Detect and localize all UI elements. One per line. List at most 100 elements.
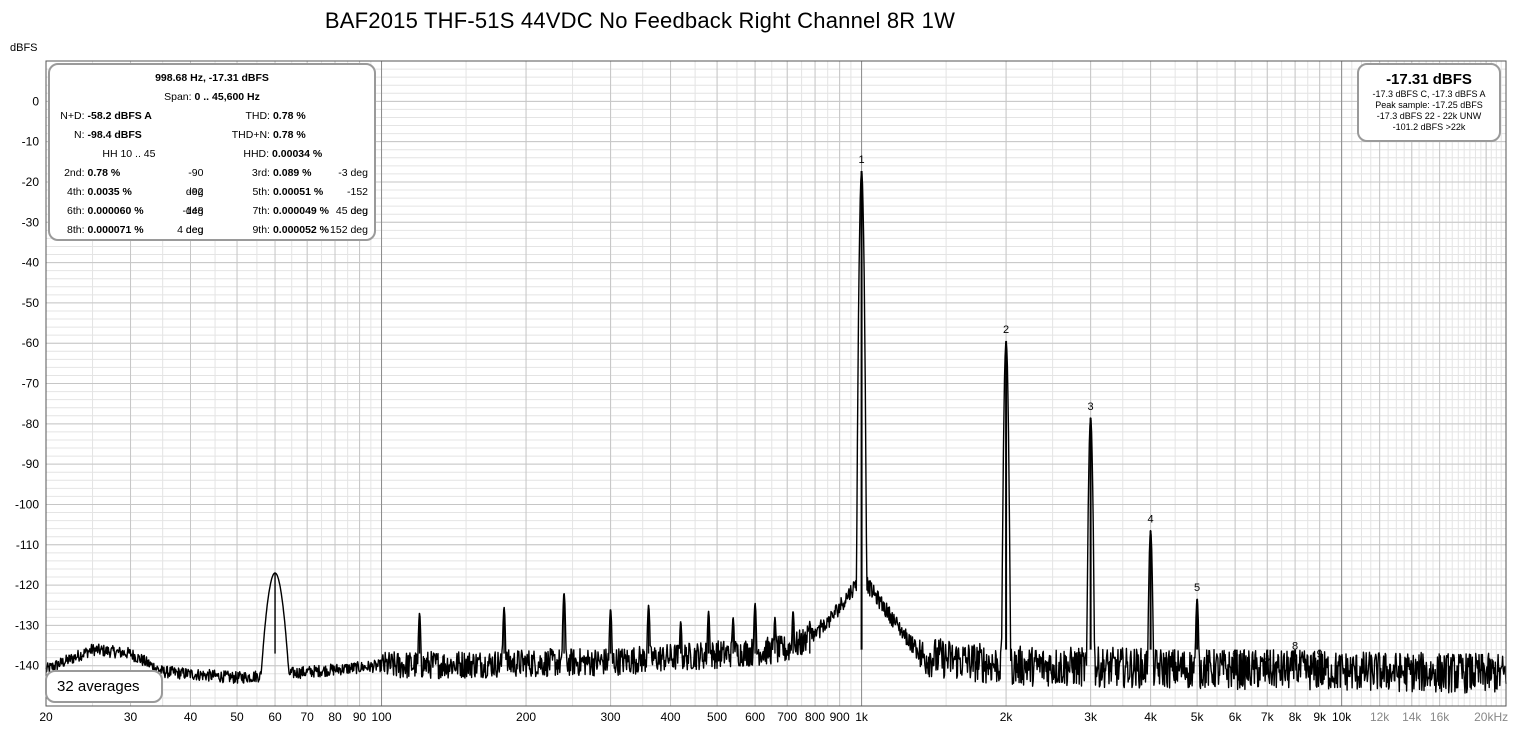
spectrum-trace-group xyxy=(45,171,1507,694)
stats-cell: 4th: xyxy=(67,186,85,198)
x-tick-label: 12k xyxy=(1370,710,1390,724)
y-tick-label: -40 xyxy=(22,256,40,270)
stats-cell: THD+N: xyxy=(231,129,270,141)
harmonic-label-3: 3 xyxy=(1088,401,1094,413)
stats-row: 4th: 0.0035 % -92 deg 5th: 0.00051 % -152 deg xyxy=(56,183,368,217)
x-tick-label: 100 xyxy=(372,710,392,724)
chart-title: BAF2015 THF-51S 44VDC No Feedback Right … xyxy=(324,8,956,33)
y-tick-label: -100 xyxy=(15,497,39,511)
y-axis-unit: dBFS xyxy=(10,42,38,54)
stats-cell: 3rd: xyxy=(251,167,270,179)
stats-cell xyxy=(171,107,203,126)
plot-frame xyxy=(45,60,1507,707)
y-tick-label: -70 xyxy=(22,377,40,391)
stats-cell: 7th: xyxy=(252,205,270,217)
stats-cell xyxy=(330,126,368,145)
y-tick-label: -50 xyxy=(22,296,40,310)
x-tick-label: 1k xyxy=(855,710,869,724)
y-tick-label: -90 xyxy=(22,457,40,471)
x-tick-label: 300 xyxy=(601,710,621,724)
x-tick-label: 30 xyxy=(124,710,138,724)
stats-cell xyxy=(330,145,368,164)
x-tick-label: 6k xyxy=(1229,710,1243,724)
stats-row: 6th: 0.000060 % -148 deg 7th: 0.000049 % 45 d… xyxy=(56,202,368,236)
stats-cell: -58.2 dBFS A xyxy=(87,110,152,122)
stats-cell: 9th: xyxy=(252,224,270,236)
y-tick-label: -130 xyxy=(15,618,39,632)
stats-cell: 0.0035 % xyxy=(87,186,132,198)
stats-cell: 0.000049 % xyxy=(272,205,330,217)
level-line-4: -101.2 dBFS >22k xyxy=(1392,122,1466,132)
stats-cell: -3 deg xyxy=(338,167,368,179)
stats-cell: 6th: xyxy=(67,205,85,217)
stats-cell: 0.78 % xyxy=(87,167,121,179)
stats-cell: 4 deg xyxy=(177,224,204,236)
x-tick-label: 70 xyxy=(300,710,314,724)
stats-cell: -92 deg xyxy=(185,186,204,217)
stats-cell: -90 deg xyxy=(185,167,204,198)
measurement-stats-panel: 998.68 Hz, -17.31 dBFS Span: 0 .. 45,600… xyxy=(48,63,376,241)
x-tick-label: 20kHz xyxy=(1474,710,1508,724)
stats-row: N+D: -58.2 dBFS A THD: 0.78 % xyxy=(56,107,368,126)
x-tick-label: 16k xyxy=(1430,710,1450,724)
y-tick-label: -30 xyxy=(22,215,40,229)
x-tick-label: 8k xyxy=(1289,710,1303,724)
stats-cell: -98.4 dBFS xyxy=(87,129,142,141)
stats-cell: 5th: xyxy=(252,186,270,198)
spectrum-trace xyxy=(45,171,1507,694)
harmonic-label-6: 6 xyxy=(1232,649,1238,661)
x-tick-label: 9k xyxy=(1313,710,1327,724)
x-tick-label: 40 xyxy=(184,710,198,724)
x-tick-label: 2k xyxy=(1000,710,1014,724)
stats-cell: 0.089 % xyxy=(272,167,312,179)
level-line-3: -17.3 dBFS 22 - 22k UNW xyxy=(1376,111,1482,121)
harmonic-label-5: 5 xyxy=(1194,582,1200,594)
x-tick-label: 200 xyxy=(516,710,536,724)
x-tick-label: 400 xyxy=(661,710,681,724)
stats-cell: 45 deg xyxy=(335,205,368,217)
stats-cell xyxy=(330,107,368,126)
y-tick-label: -80 xyxy=(22,417,40,431)
x-tick-label: 900 xyxy=(830,710,850,724)
stats-cell: THD: xyxy=(245,110,270,122)
x-tick-label: 7k xyxy=(1261,710,1275,724)
harmonic-label-9: 9 xyxy=(1317,649,1323,661)
y-tick-label: -110 xyxy=(16,538,39,552)
level-readout-panel: -17.31 dBFS -17.3 dBFS C, -17.3 dBFS A P… xyxy=(1357,63,1501,142)
x-tick-label: 600 xyxy=(745,710,765,724)
stats-row: N: -98.4 dBFS THD+N: 0.78 % xyxy=(56,126,368,145)
stats-cell: 152 deg xyxy=(330,224,368,236)
level-line-2: Peak sample: -17.25 dBFS xyxy=(1375,100,1483,110)
x-tick-label: 500 xyxy=(707,710,727,724)
x-tick-label: 5k xyxy=(1191,710,1205,724)
y-tick-label: -140 xyxy=(15,659,39,673)
x-tick-label: 80 xyxy=(328,710,342,724)
harmonic-label-1: 1 xyxy=(859,154,865,166)
x-tick-label: 20 xyxy=(39,710,53,724)
harmonic-label-4: 4 xyxy=(1148,514,1154,526)
stats-cell: 0.000071 % xyxy=(87,224,144,236)
stats-cell: -152 deg xyxy=(346,186,368,217)
x-tick-label: 10k xyxy=(1332,710,1352,724)
stats-cell: 8th: xyxy=(67,224,85,236)
stats-cell: 0.000060 % xyxy=(87,205,144,217)
harmonic-label-7: 7 xyxy=(1264,657,1270,669)
stats-row: 8th: 0.000071 % 4 deg 9th: 0.000052 % 152 deg xyxy=(56,221,368,240)
x-tick-label: 800 xyxy=(805,710,825,724)
y-tick-label: 0 xyxy=(32,94,39,108)
stats-cell: 0.78 % xyxy=(272,129,306,141)
x-tick-label: 3k xyxy=(1084,710,1098,724)
averages-badge: 32 averages xyxy=(45,670,163,703)
stats-cell: 0.00034 % xyxy=(272,148,323,160)
x-tick-label: 50 xyxy=(230,710,244,724)
x-tick-label: 90 xyxy=(353,710,367,724)
hh-range: HH 10 .. 45 xyxy=(102,148,156,160)
stats-cell: 0.00051 % xyxy=(272,186,324,198)
x-tick-label: 14k xyxy=(1402,710,1422,724)
stats-cell: 2nd: xyxy=(64,167,85,179)
stats-cell: 0.000052 % xyxy=(272,224,330,236)
level-main: -17.31 dBFS xyxy=(1386,71,1472,88)
x-tick-label: 4k xyxy=(1144,710,1158,724)
x-tick-label: 60 xyxy=(268,710,282,724)
x-tick-label: 700 xyxy=(777,710,797,724)
